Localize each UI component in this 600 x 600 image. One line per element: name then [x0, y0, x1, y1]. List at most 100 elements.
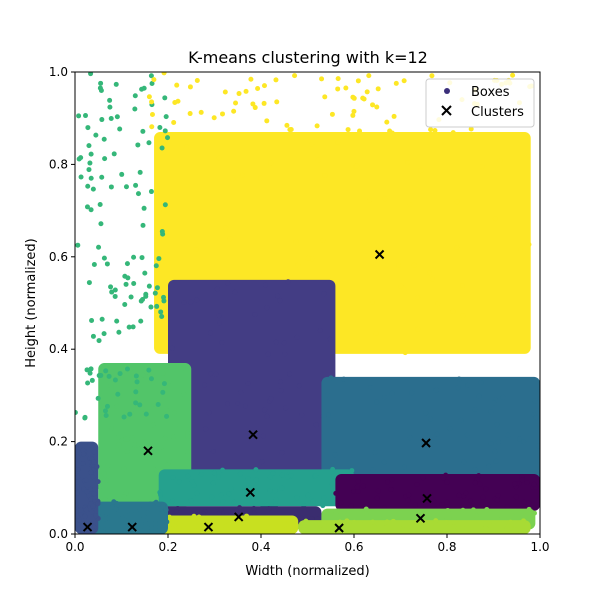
box-point — [245, 476, 251, 482]
box-point — [429, 73, 435, 79]
box-point — [305, 492, 311, 498]
box-point — [435, 301, 441, 307]
box-point — [166, 379, 172, 385]
y-axis: 0.0 0.2 0.4 0.6 0.8 1.0 — [49, 65, 75, 541]
box-point — [315, 157, 321, 163]
cluster-centroid-2 — [248, 429, 258, 440]
box-point — [351, 519, 357, 525]
box-point — [162, 435, 168, 441]
box-point — [370, 467, 376, 473]
box-point — [196, 514, 202, 520]
box-point — [80, 447, 86, 453]
box-point — [133, 400, 139, 406]
box-point — [103, 516, 109, 522]
box-point — [430, 276, 436, 282]
box-point — [321, 291, 327, 297]
box-point — [375, 86, 381, 92]
box-point — [367, 513, 373, 519]
box-point — [99, 174, 105, 180]
box-point — [253, 467, 259, 473]
box-point — [128, 294, 134, 300]
box-point — [405, 497, 411, 503]
box-point — [88, 486, 94, 492]
cluster-centroid-4 — [143, 446, 153, 456]
box-point — [170, 474, 176, 480]
box-point — [105, 526, 111, 532]
box-point — [486, 463, 492, 469]
box-point — [335, 139, 341, 145]
box-point — [460, 525, 466, 531]
x-axis-label: Width (normalized) — [245, 564, 369, 579]
cluster-centroid-8 — [415, 513, 426, 523]
box-point — [95, 479, 101, 485]
box-point — [96, 244, 102, 250]
box-point — [517, 436, 523, 442]
box-point — [513, 494, 519, 500]
box-point — [296, 383, 302, 389]
box-point — [210, 480, 216, 486]
box-point — [361, 96, 367, 102]
box-point — [231, 108, 237, 114]
box-point — [220, 111, 226, 117]
box-point — [397, 525, 403, 531]
box-point — [322, 523, 328, 529]
box-point — [278, 388, 284, 394]
box-point — [395, 262, 401, 268]
legend-box — [425, 78, 535, 128]
box-point — [129, 508, 135, 514]
box-point — [146, 94, 152, 100]
box-point — [283, 526, 289, 532]
box-point — [382, 196, 388, 202]
box-point — [264, 305, 270, 311]
box-point — [375, 488, 381, 494]
box-point — [85, 183, 91, 189]
box-point — [472, 480, 478, 486]
box-point — [255, 86, 261, 92]
box-point — [374, 104, 380, 110]
box-point — [114, 114, 120, 120]
box-point — [127, 411, 133, 417]
box-point — [88, 469, 94, 475]
cluster-2-points — [168, 279, 336, 480]
box-point — [173, 509, 179, 515]
box-point — [95, 395, 101, 401]
box-point — [228, 527, 234, 533]
box-point — [139, 411, 145, 417]
box-point — [393, 80, 399, 86]
box-point — [442, 525, 448, 531]
box-point — [463, 490, 469, 496]
box-point — [176, 479, 182, 485]
box-point — [454, 530, 460, 534]
box-point — [181, 391, 187, 397]
box-point — [149, 81, 155, 87]
box-point — [211, 115, 217, 121]
box-point — [91, 262, 97, 268]
box-point — [134, 379, 140, 385]
box-point — [75, 484, 81, 490]
box-point — [211, 470, 217, 476]
box-point — [483, 486, 489, 492]
box-point — [153, 263, 159, 269]
box-point — [265, 351, 271, 357]
box-point — [80, 461, 86, 467]
box-point — [416, 525, 422, 531]
box-point — [526, 242, 532, 248]
box-point — [414, 482, 420, 488]
box-point — [78, 174, 84, 180]
box-point — [132, 106, 138, 112]
box-point — [337, 519, 343, 525]
box-point — [88, 72, 94, 77]
box-point — [155, 402, 161, 408]
box-point — [262, 407, 268, 413]
box-point — [166, 458, 172, 464]
box-point — [231, 529, 237, 534]
box-point — [75, 454, 81, 460]
box-point — [415, 294, 421, 300]
box-point — [88, 366, 94, 372]
box-point — [124, 261, 130, 267]
box-point — [235, 400, 241, 406]
cluster-6-points — [333, 472, 540, 513]
box-point — [261, 526, 267, 532]
box-point — [401, 464, 407, 470]
box-point — [256, 269, 262, 275]
